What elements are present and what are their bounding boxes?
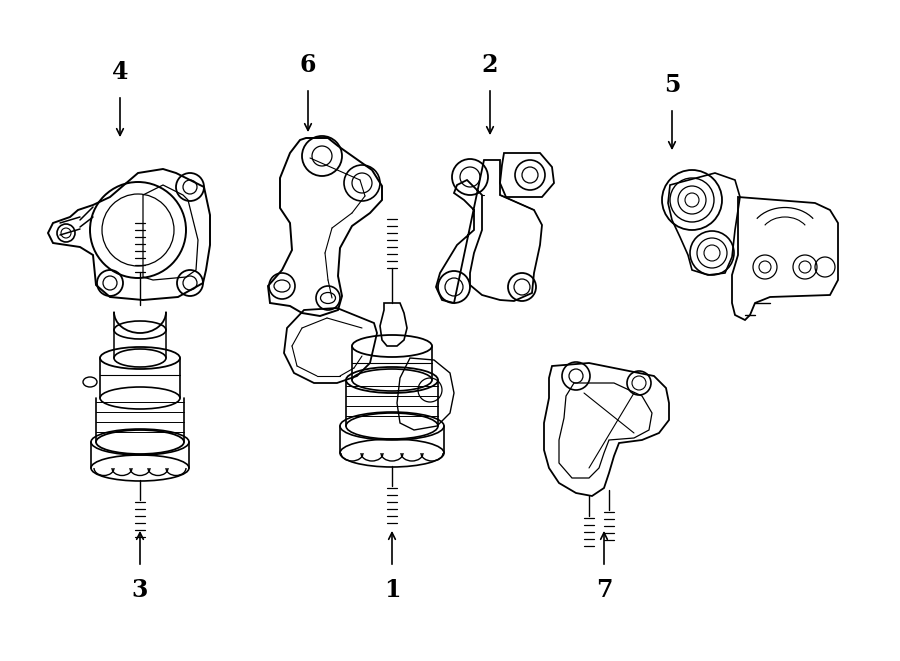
Text: 3: 3 — [131, 578, 149, 602]
Text: 4: 4 — [112, 60, 128, 84]
Text: 6: 6 — [300, 53, 316, 77]
Text: 7: 7 — [596, 578, 612, 602]
Text: 1: 1 — [383, 578, 400, 602]
Polygon shape — [500, 153, 554, 197]
Text: 5: 5 — [664, 73, 680, 97]
Text: 2: 2 — [482, 53, 499, 77]
